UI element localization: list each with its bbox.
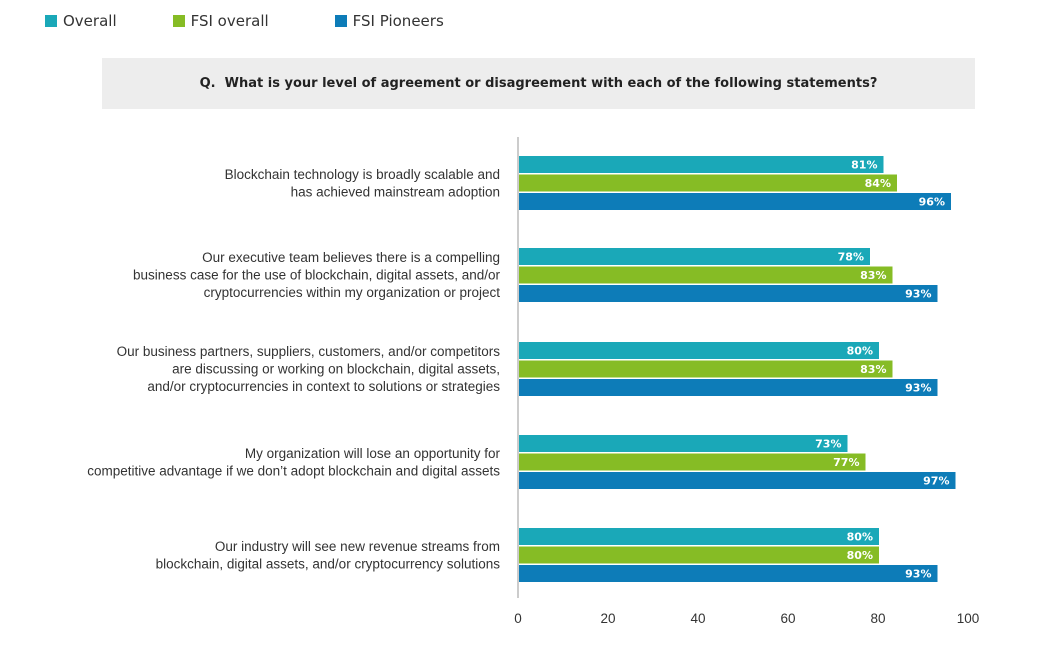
bar-3-cat-4 <box>519 472 956 489</box>
category-label-line: Blockchain technology is broadly scalabl… <box>225 167 500 182</box>
category-label-line: Our business partners, suppliers, custom… <box>117 344 501 359</box>
category-label: Our executive team believes there is a c… <box>133 250 500 300</box>
category-label: Our business partners, suppliers, custom… <box>117 344 501 394</box>
bar-value-label: 78% <box>838 251 864 264</box>
question-text: Q. What is your level of agreement or di… <box>199 76 878 91</box>
question-banner: Q. What is your level of agreement or di… <box>102 58 975 109</box>
category-label: My organization will lose an opportunity… <box>87 446 500 479</box>
category-label-line: blockchain, digital assets, and/or crypt… <box>156 556 501 571</box>
bar-2-cat-2 <box>519 266 893 284</box>
legend-item-overall: Overall <box>45 12 117 30</box>
bar-value-label: 93% <box>905 382 931 395</box>
category-label-line: My organization will lose an opportunity… <box>245 446 501 461</box>
bar-value-label: 93% <box>905 568 931 581</box>
bar-1-cat-3 <box>519 342 879 359</box>
category-label-line: has achieved mainstream adoption <box>291 184 500 199</box>
bar-1-cat-4 <box>519 435 848 452</box>
category-label-line: Our executive team believes there is a c… <box>202 250 500 265</box>
x-tick-label: 40 <box>690 611 705 626</box>
bar-3-cat-3 <box>519 379 938 396</box>
x-tick-label: 60 <box>780 611 795 626</box>
legend-label-fsi-overall: FSI overall <box>190 12 269 30</box>
bar-3-cat-1 <box>519 193 951 210</box>
bar-value-label: 80% <box>847 549 873 562</box>
category-label-line: cryptocurrencies within my organization … <box>204 285 501 300</box>
bar-value-label: 81% <box>851 159 877 172</box>
legend: Overall FSI overall FSI Pioneers <box>45 12 500 30</box>
category-label-line: and/or cryptocurrencies in context to so… <box>147 379 500 394</box>
bar-2-cat-1 <box>519 174 897 192</box>
x-tick-label: 0 <box>514 611 522 626</box>
bar-value-label: 97% <box>923 475 949 488</box>
bar-2-cat-5 <box>519 546 879 564</box>
category-label: Our industry will see new revenue stream… <box>156 539 501 572</box>
legend-swatch-fsi-pioneers <box>334 15 347 27</box>
bar-value-label: 83% <box>860 363 886 376</box>
bar-value-label: 93% <box>905 288 931 301</box>
x-tick-label: 80 <box>870 611 885 626</box>
bar-1-cat-2 <box>519 248 870 265</box>
bar-2-cat-3 <box>519 360 893 378</box>
category-label-line: Our industry will see new revenue stream… <box>215 539 500 554</box>
category-label-line: competitive advantage if we don’t adopt … <box>87 463 500 478</box>
bar-value-label: 80% <box>847 531 873 544</box>
legend-item-fsi-overall: FSI overall <box>172 12 269 30</box>
bar-2-cat-4 <box>519 453 866 471</box>
bar-value-label: 77% <box>833 456 859 469</box>
legend-item-fsi-pioneers: FSI Pioneers <box>334 12 444 30</box>
legend-label-fsi-pioneers: FSI Pioneers <box>352 12 444 30</box>
bar-value-label: 83% <box>860 269 886 282</box>
x-tick-label: 100 <box>957 611 980 626</box>
legend-swatch-overall <box>45 15 57 27</box>
category-label-line: business case for the use of blockchain,… <box>133 268 500 283</box>
bar-value-label: 84% <box>865 177 891 190</box>
category-label: Blockchain technology is broadly scalabl… <box>225 167 500 200</box>
bar-value-label: 73% <box>815 438 841 451</box>
category-label-line: are discussing or working on blockchain,… <box>172 362 500 377</box>
bar-3-cat-5 <box>519 565 938 582</box>
bar-3-cat-2 <box>519 285 938 302</box>
bar-1-cat-1 <box>519 156 884 173</box>
legend-label-overall: Overall <box>63 12 117 30</box>
bar-1-cat-5 <box>519 528 879 545</box>
bar-value-label: 96% <box>919 196 945 209</box>
x-tick-label: 20 <box>600 611 615 626</box>
legend-swatch-fsi-overall <box>172 15 185 27</box>
bar-value-label: 80% <box>847 345 873 358</box>
